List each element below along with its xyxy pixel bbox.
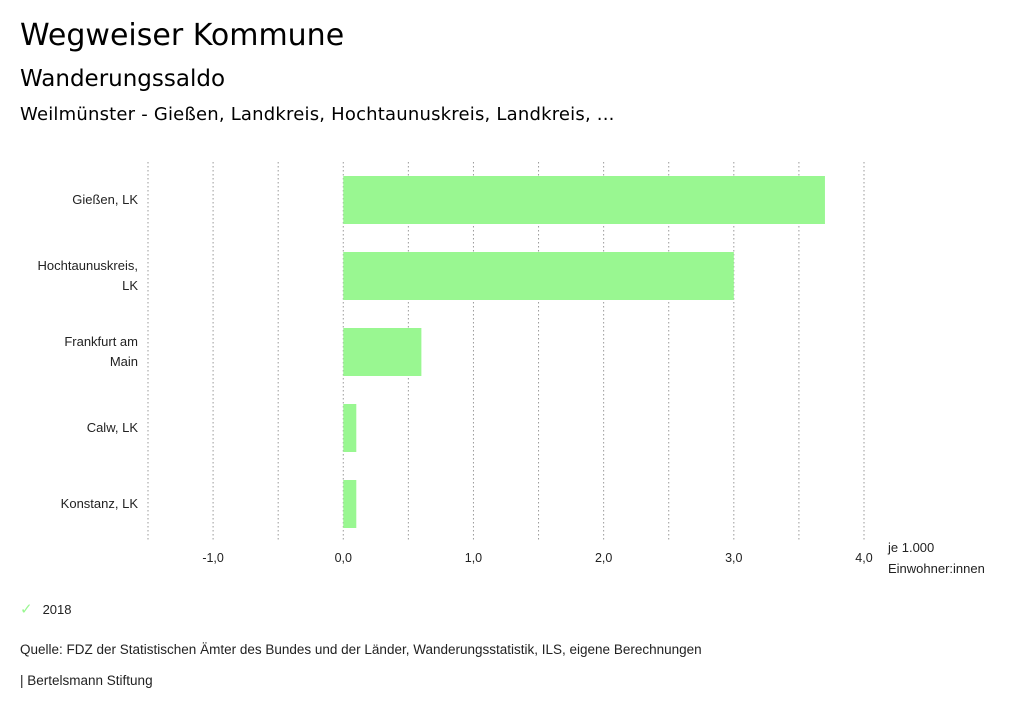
chart-subtitle: Wanderungssaldo: [20, 66, 226, 92]
bar-0[interactable]: [343, 176, 825, 224]
tick-label-1: 0,0: [335, 551, 352, 565]
category-label-line: Calw, LK: [87, 420, 139, 435]
category-label-line: Frankfurt am: [64, 334, 138, 349]
category-label-line: Gießen, LK: [72, 192, 138, 207]
bars: [343, 176, 825, 528]
unit-label: je 1.000 Einwohner:innen: [887, 540, 985, 576]
bar-1[interactable]: [343, 252, 734, 300]
page-title: Wegweiser Kommune: [20, 18, 345, 53]
category-label-line: Hochtaunuskreis,: [38, 258, 138, 273]
grid-lines: [147, 162, 865, 542]
region-label: Weilmünster - Gießen, Landkreis, Hochtau…: [20, 104, 615, 125]
category-label-2: Frankfurt am Main: [64, 334, 138, 369]
category-label-1: Hochtaunuskreis, LK: [38, 258, 139, 293]
source-note: Quelle: FDZ der Statistischen Ämter des …: [20, 642, 702, 657]
tick-label-2: 1,0: [465, 551, 482, 565]
check-icon[interactable]: ✓: [20, 601, 33, 618]
bar-4[interactable]: [343, 480, 357, 528]
category-label-line: Main: [110, 354, 138, 369]
category-label-line: Konstanz, LK: [61, 496, 139, 511]
unit-label-line-0: je 1.000: [887, 540, 934, 555]
category-labels: Gießen, LK Hochtaunuskreis, LK Frankfurt am…: [38, 192, 139, 511]
legend[interactable]: ✓ 2018: [20, 602, 72, 617]
bar-2[interactable]: [343, 328, 422, 376]
bar-chart: Gießen, LK Hochtaunuskreis, LK Frankfurt am…: [38, 162, 985, 576]
category-label-3: Calw, LK: [87, 420, 139, 435]
footer-credit: | Bertelsmann Stiftung: [20, 673, 153, 688]
tick-label-4: 3,0: [725, 551, 742, 565]
unit-label-line-1: Einwohner:innen: [888, 561, 985, 576]
category-label-line: LK: [122, 278, 138, 293]
category-label-4: Konstanz, LK: [61, 496, 139, 511]
tick-label-3: 2,0: [595, 551, 612, 565]
tick-label-0: -1,0: [202, 551, 224, 565]
tick-label-5: 4,0: [855, 551, 872, 565]
tick-labels: -1,0 0,0 1,0 2,0 3,0 4,0: [202, 551, 872, 565]
legend-label: 2018: [42, 602, 72, 617]
category-label-0: Gießen, LK: [72, 192, 138, 207]
bar-3[interactable]: [343, 404, 357, 452]
